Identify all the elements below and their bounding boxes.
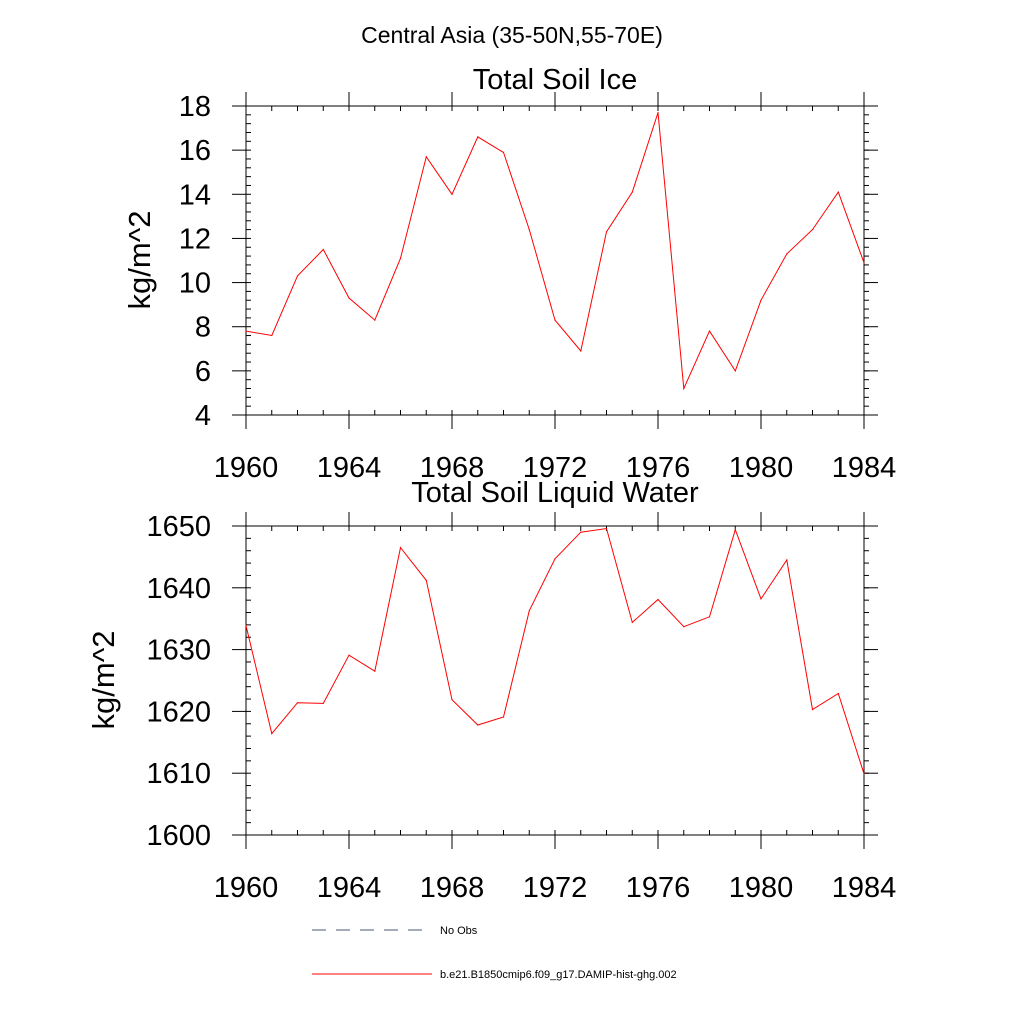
soil-ice-x-tick-label: 1976: [626, 452, 691, 484]
soil-liquid-data-point: [811, 708, 814, 711]
soil-liquid-data-point: [296, 702, 299, 704]
soil-ice-data-point: [399, 257, 402, 259]
soil-ice-x-tick-label: 1968: [420, 452, 485, 484]
soil-liquid-water-panel: Total Soil Liquid Water kg/m^2 1960 1964 1…: [86, 477, 896, 904]
soil-ice-data-point: [425, 156, 427, 158]
legend-no-obs-label: No Obs: [440, 925, 478, 937]
soil-liquid-y-tick-label: 1620: [146, 696, 211, 728]
soil-liquid-x-tick-label: 1984: [832, 872, 897, 904]
soil-ice-data-point: [734, 370, 736, 372]
soil-ice-data-point: [786, 253, 788, 255]
soil-liquid-data-point: [708, 616, 711, 618]
soil-ice-data-point: [811, 229, 814, 231]
soil-liquid-x-tick-label: 1968: [420, 872, 485, 904]
soil-ice-y-tick-label: 6: [195, 356, 211, 388]
legend: No Obs b.e21.B1850cmip6.f09_g17.DAMIP-hi…: [312, 925, 677, 981]
soil-ice-data-point: [528, 229, 530, 231]
soil-ice-data-point: [502, 151, 505, 153]
soil-ice-y-tick-label: 18: [179, 91, 211, 123]
soil-liquid-data-point: [451, 699, 453, 701]
soil-liquid-series-line: [245, 527, 865, 774]
soil-liquid-y-tick-label: 1600: [146, 820, 211, 852]
soil-ice-series-line: [245, 112, 865, 391]
soil-ice-data-point: [760, 299, 762, 301]
soil-liquid-data-point: [837, 692, 839, 695]
soil-liquid-data-point: [683, 626, 685, 628]
soil-ice-data-point: [348, 297, 350, 299]
soil-liquid-data-point: [554, 558, 556, 560]
soil-liquid-data-point: [425, 579, 427, 582]
legend-model-label: b.e21.B1850cmip6.f09_g17.DAMIP-hist-ghg.…: [440, 969, 677, 981]
soil-liquid-data-point: [399, 547, 402, 549]
soil-liquid-data-point: [760, 598, 762, 600]
soil-ice-data-point: [657, 112, 659, 114]
soil-ice-data-point: [374, 319, 376, 321]
soil-liquid-x-tick-label: 1976: [626, 872, 691, 904]
soil-ice-y-tick-label: 8: [195, 312, 211, 344]
soil-liquid-data-point: [605, 527, 608, 530]
soil-liquid-plot-frame: [245, 525, 865, 836]
soil-ice-data-point: [580, 350, 582, 352]
soil-ice-x-tick-label: 1960: [214, 452, 279, 484]
soil-liquid-x-tick-label: 1960: [214, 872, 279, 904]
figure-suptitle: Central Asia (35-50N,55-70E): [361, 22, 663, 48]
soil-liquid-data-point: [271, 733, 273, 735]
soil-liquid-data-point: [502, 716, 505, 718]
soil-liquid-data-point: [734, 529, 736, 531]
soil-ice-data-point: [708, 330, 711, 332]
soil-liquid-data-point: [863, 773, 865, 775]
soil-ice-y-tick-label: 14: [179, 179, 211, 211]
soil-liquid-title: Total Soil Liquid Water: [411, 477, 699, 509]
soil-ice-y-tick-label: 4: [195, 400, 211, 432]
soil-ice-data-point: [863, 262, 865, 264]
soil-ice-plot-frame: [245, 105, 865, 416]
soil-liquid-y-tick-label: 1650: [146, 511, 211, 543]
soil-liquid-data-point: [657, 598, 659, 601]
soil-ice-data-point: [451, 193, 453, 195]
soil-liquid-data-point: [528, 610, 530, 612]
soil-liquid-data-point: [631, 621, 633, 624]
soil-liquid-data-point: [245, 624, 247, 627]
soil-ice-data-point: [245, 330, 247, 332]
soil-liquid-y-tick-label: 1640: [146, 573, 211, 605]
soil-liquid-data-point: [477, 724, 479, 726]
soil-ice-data-point: [477, 136, 479, 138]
soil-liquid-data-point: [786, 559, 788, 561]
soil-ice-data-point: [683, 387, 685, 390]
soil-ice-data-point: [837, 191, 839, 193]
soil-ice-x-tick-label: 1980: [729, 452, 794, 484]
soil-ice-panel: Total Soil Ice kg/m^2 1960 1964 1968 1972 19…: [122, 64, 896, 484]
soil-ice-y-tick-label: 10: [179, 268, 211, 300]
soil-liquid-x-tick-label: 1964: [317, 872, 382, 904]
soil-ice-data-point: [271, 334, 273, 337]
soil-ice-data-point: [296, 275, 299, 277]
soil-liquid-data-point: [322, 702, 324, 705]
soil-ice-y-tick-label: 16: [179, 135, 211, 167]
soil-liquid-ylabel: kg/m^2: [86, 631, 121, 730]
soil-liquid-y-tick-label: 1610: [146, 758, 211, 790]
soil-ice-data-point: [605, 231, 608, 233]
soil-ice-y-tick-label: 12: [179, 223, 211, 255]
soil-ice-data-point: [631, 191, 633, 193]
soil-ice-data-point: [554, 319, 556, 321]
soil-liquid-data-point: [580, 531, 582, 533]
soil-ice-x-tick-label: 1972: [523, 452, 588, 484]
soil-ice-ylabel: kg/m^2: [122, 211, 157, 310]
soil-ice-x-tick-label: 1964: [317, 452, 382, 484]
soil-ice-x-tick-label: 1984: [832, 452, 897, 484]
soil-liquid-data-point: [374, 670, 376, 672]
soil-ice-data-point: [322, 248, 324, 251]
soil-liquid-x-tick-label: 1980: [729, 872, 794, 904]
soil-liquid-y-tick-label: 1630: [146, 635, 211, 667]
soil-liquid-x-tick-label: 1972: [523, 872, 588, 904]
soil-liquid-data-point: [348, 654, 350, 656]
soil-ice-title: Total Soil Ice: [473, 64, 637, 96]
